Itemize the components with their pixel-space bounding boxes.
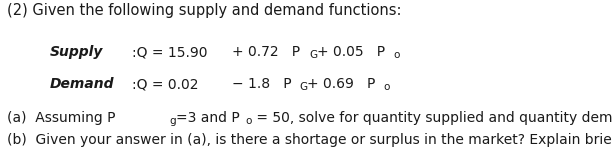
Text: =3 and P: =3 and P xyxy=(176,111,240,125)
Text: g: g xyxy=(169,116,176,126)
Text: o: o xyxy=(245,116,252,126)
Text: + 0.72   P: + 0.72 P xyxy=(232,45,300,59)
Text: = 50, solve for quantity supplied and quantity demanded.: = 50, solve for quantity supplied and qu… xyxy=(252,111,612,125)
Text: (a)  Assuming P: (a) Assuming P xyxy=(7,111,116,125)
Text: o: o xyxy=(393,50,400,60)
Text: Demand: Demand xyxy=(50,77,114,91)
Text: + 0.05   P: + 0.05 P xyxy=(317,45,385,59)
Text: :Q = 0.02: :Q = 0.02 xyxy=(132,77,198,91)
Text: (b)  Given your answer in (a), is there a shortage or surplus in the market? Exp: (b) Given your answer in (a), is there a… xyxy=(7,133,612,147)
Text: − 1.8   P: − 1.8 P xyxy=(232,77,292,91)
Text: G: G xyxy=(299,82,307,92)
Text: (2) Given the following supply and demand functions:: (2) Given the following supply and deman… xyxy=(7,3,401,18)
Text: o: o xyxy=(383,82,389,92)
Text: G: G xyxy=(309,50,317,60)
Text: :Q = 15.90: :Q = 15.90 xyxy=(132,45,207,59)
Text: + 0.69   P: + 0.69 P xyxy=(307,77,375,91)
Text: Supply: Supply xyxy=(50,45,103,59)
